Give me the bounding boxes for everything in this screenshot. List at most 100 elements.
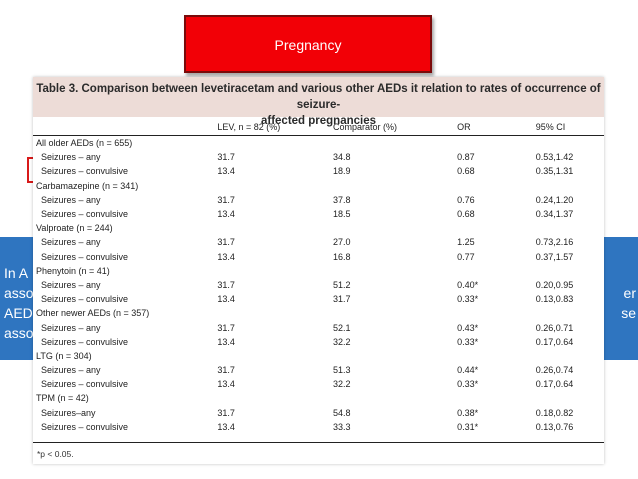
table-cell: 0.68 — [457, 209, 475, 220]
table-cell: 0.37,1.57 — [535, 251, 574, 262]
footnote-text: *p < 0.05. — [37, 449, 74, 459]
table-cell: 0.26,0.71 — [535, 322, 574, 333]
table-cell: 1.25 — [457, 237, 475, 248]
table-row: Seizures – any 31.7 27.0 1.25 0.73,2.16 — [33, 235, 604, 249]
table-group-row: Valproate (n = 244) — [33, 221, 604, 235]
comparison-table: LEV, n = 82 (%) Comparator (%) OR 95% CI… — [33, 117, 604, 434]
table-cell: 51.2 — [332, 279, 351, 290]
table-cell: 18.9 — [332, 166, 351, 177]
banner-title: Pregnancy — [274, 37, 342, 53]
table-cell — [536, 349, 604, 363]
table-cell: Seizures – convulsive — [41, 421, 129, 432]
table-cell: 32.2 — [332, 379, 351, 390]
header-cell: Comparator (%) — [332, 117, 458, 136]
table-cell: 0.33* — [457, 379, 479, 390]
table-cell — [457, 306, 536, 320]
table-cell: 31.7 — [217, 322, 235, 333]
table-cell: Seizures – convulsive — [41, 336, 129, 347]
table-cell: 0.26,0.74 — [535, 365, 574, 376]
table-cell: 37.8 — [332, 194, 351, 205]
background-text-line: se — [621, 305, 636, 321]
table-cell: Other newer AEDs (n = 357) — [36, 308, 150, 319]
table-cell — [333, 306, 457, 320]
background-text-line: In A — [4, 265, 29, 281]
table-cell: 0.68 — [457, 166, 475, 177]
table-cell: 51.3 — [332, 365, 351, 376]
table-cell: 13.4 — [217, 294, 235, 305]
table-cell — [457, 391, 536, 405]
table-cell: Phenytoin (n = 41) — [36, 265, 110, 276]
table-cell: 13.4 — [217, 251, 235, 262]
red-bracket-marker — [27, 157, 36, 183]
table-cell: 13.4 — [217, 336, 235, 347]
table-cell — [536, 306, 604, 320]
table-cell: 0.33* — [457, 294, 479, 305]
table-cell: Seizures – convulsive — [41, 209, 129, 220]
table-cell: Seizures – any — [41, 365, 101, 376]
table-cell — [457, 349, 536, 363]
table-cell: 0.24,1.20 — [535, 194, 574, 205]
table-cell — [217, 221, 333, 235]
background-text-line: er — [623, 285, 636, 301]
table-cell: 0.13,0.76 — [535, 421, 574, 432]
table-cell — [333, 264, 457, 278]
table-group-row: All older AEDs (n = 655) — [33, 136, 604, 151]
table-row: Seizures – convulsive 13.4 33.3 0.31* 0.13,0… — [33, 420, 604, 434]
table-row: Seizures – any 31.7 52.1 0.43* 0.26,0.71 — [33, 320, 604, 334]
table-cell: 0.20,0.95 — [535, 279, 574, 290]
table-cell: Seizures–any — [41, 407, 96, 418]
table-cell: 31.7 — [217, 365, 235, 376]
background-text-line: AED — [4, 305, 33, 321]
background-text-line: asso — [4, 325, 34, 341]
table-cell: 13.4 — [217, 209, 235, 220]
pregnancy-title-banner: Pregnancy — [184, 15, 432, 73]
table-cell: 0.40* — [457, 279, 479, 290]
table-header-row: LEV, n = 82 (%) Comparator (%) OR 95% CI — [33, 117, 604, 136]
table-cell: 0.35,1.31 — [535, 166, 574, 177]
table-cell: Seizures – convulsive — [41, 166, 129, 177]
table-cell — [536, 391, 604, 405]
table-cell — [457, 264, 536, 278]
table-cell — [217, 136, 333, 151]
table-cell: 31.7 — [217, 194, 235, 205]
table-cell: 0.53,1.42 — [535, 152, 574, 163]
header-cell: 95% CI — [535, 117, 604, 136]
table-cell: 33.3 — [332, 421, 351, 432]
table-cell: 16.8 — [332, 251, 351, 262]
table-cell — [217, 391, 333, 405]
table-cell: 0.31* — [457, 421, 479, 432]
table-cell: Carbamazepine (n = 341) — [36, 180, 139, 191]
table-cell — [217, 264, 333, 278]
table-row: Seizures – convulsive 13.4 32.2 0.33* 0.17,0… — [33, 335, 604, 349]
table-cell: 0.34,1.37 — [535, 209, 574, 220]
table-body: All older AEDs (n = 655) Seizures – any 31… — [33, 136, 604, 434]
table-row: Seizures – any 31.7 51.3 0.44* 0.26,0.74 — [33, 363, 604, 377]
table-cell — [333, 136, 457, 151]
table-cell: 0.13,0.83 — [535, 294, 574, 305]
table-cell — [536, 136, 604, 151]
table-cell — [536, 264, 604, 278]
table-cell — [333, 391, 457, 405]
table-row: Seizures – convulsive 13.4 31.7 0.33* 0.13,0… — [33, 292, 604, 306]
table-row: Seizures – any 31.7 37.8 0.76 0.24,1.20 — [33, 193, 604, 207]
table-cell: 34.8 — [332, 152, 351, 163]
background-text-right: er se — [621, 283, 636, 323]
background-text-line: asso — [4, 285, 34, 301]
table-cell: 0.43* — [457, 322, 479, 333]
table-group-row: LTG (n = 304) — [33, 349, 604, 363]
table-cell: 31.7 — [217, 237, 235, 248]
table-cell: TPM (n = 42) — [36, 393, 89, 404]
table-row: Seizures – any 31.7 34.8 0.87 0.53,1.42 — [33, 150, 604, 164]
table-cell: 0.44* — [457, 365, 479, 376]
table-group-row: Carbamazepine (n = 341) — [33, 179, 604, 193]
table-cell: 0.87 — [457, 152, 475, 163]
table-cell: 31.7 — [217, 279, 235, 290]
table-cell — [333, 179, 457, 193]
table-cell: 13.4 — [217, 421, 235, 432]
table-cell: 54.8 — [332, 407, 351, 418]
background-text-left: In A asso AED asso — [4, 263, 34, 343]
table-row: Seizures – convulsive 13.4 32.2 0.33* 0.17,0… — [33, 377, 604, 391]
header-cell: OR — [457, 117, 536, 136]
table-cell: Seizures – convulsive — [41, 251, 129, 262]
table-cell: 31.7 — [332, 294, 351, 305]
